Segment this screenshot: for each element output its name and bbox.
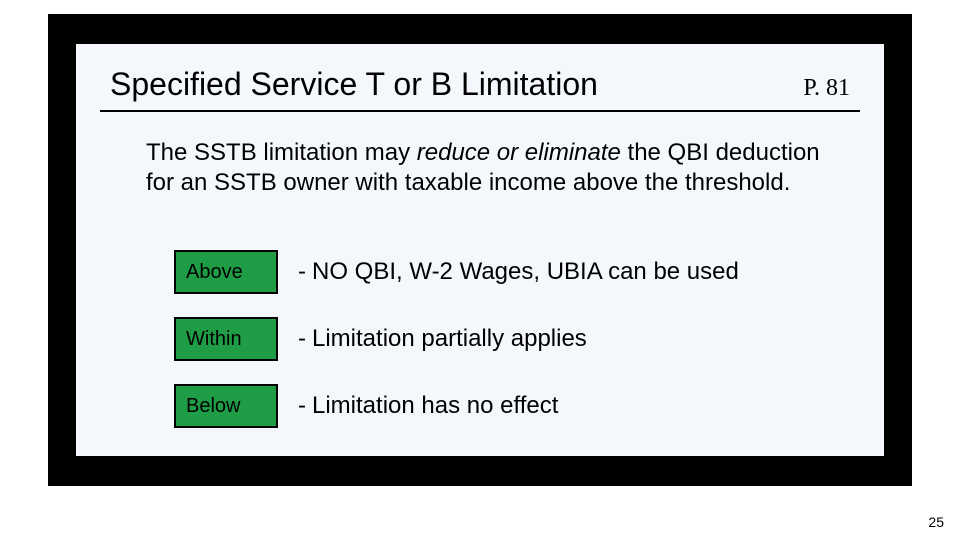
threshold-desc-text: NO QBI, W-2 Wages, UBIA can be used <box>312 258 739 285</box>
threshold-desc: -Limitation has no effect <box>298 392 558 420</box>
threshold-rows: Above -NO QBI, W-2 Wages, UBIA can be us… <box>174 250 844 451</box>
title-divider <box>100 110 860 112</box>
threshold-row-within: Within -Limitation partially applies <box>174 317 844 361</box>
title-row: Specified Service T or B Limitation P. 8… <box>110 66 850 103</box>
body-paragraph: The SSTB limitation may reduce or elimin… <box>146 138 834 198</box>
threshold-desc: -NO QBI, W-2 Wages, UBIA can be used <box>298 258 739 286</box>
dash: - <box>298 325 306 352</box>
inner-light-panel: Specified Service T or B Limitation P. 8… <box>76 44 884 456</box>
threshold-tag: Within <box>174 317 278 361</box>
threshold-tag: Below <box>174 384 278 428</box>
slide: Specified Service T or B Limitation P. 8… <box>0 0 960 540</box>
threshold-row-above: Above -NO QBI, W-2 Wages, UBIA can be us… <box>174 250 844 294</box>
slide-number: 25 <box>928 514 944 530</box>
dash: - <box>298 258 306 285</box>
threshold-desc-text: Limitation has no effect <box>312 392 558 419</box>
page-reference: P. 81 <box>803 75 850 102</box>
threshold-desc-text: Limitation partially applies <box>312 325 587 352</box>
outer-dark-panel: Specified Service T or B Limitation P. 8… <box>48 14 912 486</box>
dash: - <box>298 392 306 419</box>
threshold-row-below: Below -Limitation has no effect <box>174 384 844 428</box>
threshold-desc: -Limitation partially applies <box>298 325 587 353</box>
body-text-emphasis: reduce or eliminate <box>417 139 621 166</box>
slide-title: Specified Service T or B Limitation <box>110 66 598 103</box>
threshold-tag: Above <box>174 250 278 294</box>
body-text-pre: The SSTB limitation may <box>146 139 417 166</box>
